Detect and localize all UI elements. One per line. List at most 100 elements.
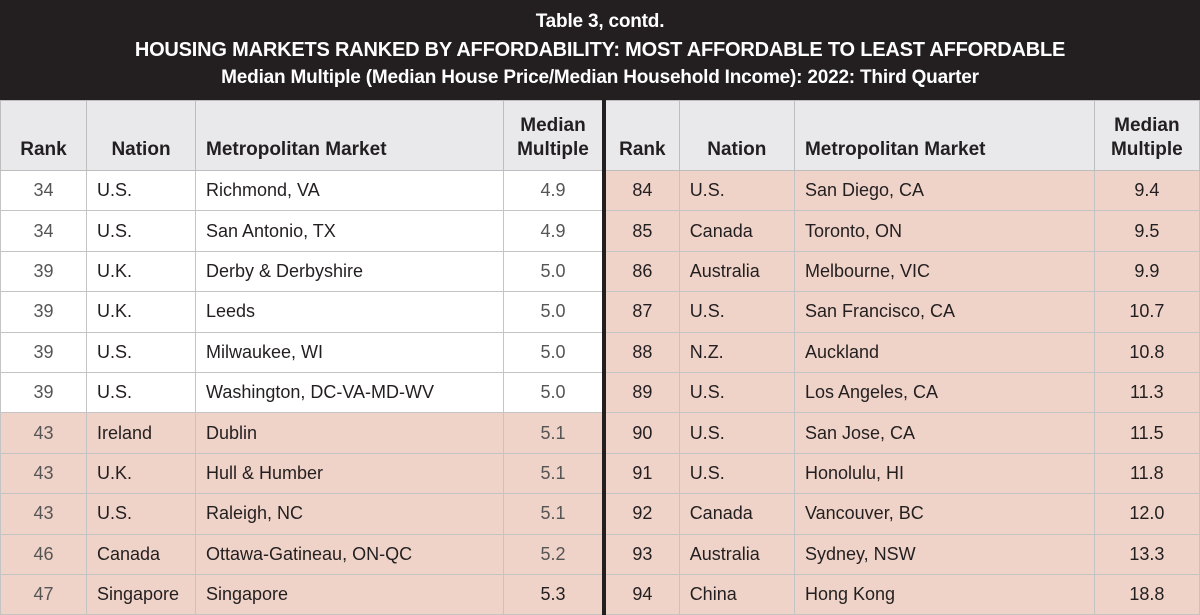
header-multiple-line2: Multiple: [1110, 139, 1183, 160]
multiple-cell: 9.4: [1093, 169, 1200, 212]
rank-cell: 39: [0, 371, 87, 414]
table-number: Table 3, contd.: [535, 11, 665, 32]
rank-cell: 34: [0, 169, 87, 212]
multiple-cell: 11.5: [1093, 412, 1200, 454]
market-cell: Sydney, NSW: [793, 533, 1095, 575]
nation-cell: U.S.: [678, 452, 795, 495]
table-row: 43 U.K. Hull & Humber 5.1: [0, 452, 603, 495]
table-row: 91 U.S. Honolulu, HI 11.8: [603, 452, 1200, 495]
nation-cell: Canada: [678, 210, 795, 252]
multiple-cell: 9.5: [1093, 210, 1200, 252]
left-table: Rank Nation Metropolitan Market Median Mu…: [0, 100, 603, 615]
nation-cell: U.S.: [86, 493, 196, 535]
market-cell: Leeds: [195, 291, 504, 333]
table-heading: HOUSING MARKETS RANKED BY AFFORDABILITY:…: [134, 39, 1066, 61]
multiple-cell: 5.2: [503, 533, 603, 575]
table-row: 84 U.S. San Diego, CA 9.4: [603, 169, 1200, 212]
multiple-cell: 5.0: [503, 250, 603, 293]
nation-cell: U.S.: [86, 210, 196, 252]
nation-cell: U.S.: [678, 169, 795, 212]
table-row: 90 U.S. San Jose, CA 11.5: [603, 412, 1200, 454]
rank-cell: 93: [603, 533, 680, 575]
rank-cell: 92: [603, 493, 680, 535]
header-market: Metropolitan Market: [793, 100, 1095, 171]
nation-cell: Australia: [678, 533, 795, 575]
multiple-cell: 11.3: [1093, 371, 1200, 414]
table-row: 34 U.S. Richmond, VA 4.9: [0, 169, 603, 212]
header-multiple-line2: Multiple: [517, 139, 589, 160]
market-cell: Honolulu, HI: [793, 452, 1095, 495]
nation-cell: U.K.: [86, 250, 196, 293]
nation-cell: U.S.: [86, 169, 196, 212]
nation-cell: Canada: [86, 533, 196, 575]
multiple-cell: 9.9: [1093, 250, 1200, 293]
right-table: Rank Nation Metropolitan Market Median Mu…: [602, 100, 1200, 615]
rank-cell: 91: [603, 452, 680, 495]
table-row: 39 U.S. Milwaukee, WI 5.0: [0, 331, 603, 373]
header-multiple: Median Multiple: [503, 100, 603, 171]
nation-cell: N.Z.: [678, 331, 795, 373]
market-cell: Washington, DC-VA-MD-WV: [195, 371, 504, 414]
rank-cell: 85: [603, 210, 680, 252]
market-cell: Hull & Humber: [195, 452, 504, 495]
table-row: 85 Canada Toronto, ON 9.5: [603, 210, 1200, 252]
market-cell: Raleigh, NC: [195, 493, 504, 535]
multiple-cell: 5.1: [503, 412, 603, 454]
header-multiple-line1: Median: [520, 115, 586, 136]
header-nation: Nation: [86, 100, 196, 171]
multiple-cell: 12.0: [1093, 493, 1200, 535]
nation-cell: Ireland: [86, 412, 196, 454]
multiple-cell: 18.8: [1093, 573, 1200, 615]
nation-cell: U.S.: [86, 331, 196, 373]
rank-cell: 43: [0, 493, 87, 535]
nation-cell: U.K.: [86, 291, 196, 333]
nation-cell: U.S.: [86, 371, 196, 414]
table-row: 43 U.S. Raleigh, NC 5.1: [0, 493, 603, 535]
rank-cell: 34: [0, 210, 87, 252]
nation-cell: U.S.: [678, 291, 795, 333]
rank-cell: 84: [603, 169, 680, 212]
table-subheading: Median Multiple (Median House Price/Medi…: [221, 67, 979, 88]
rank-cell: 89: [603, 371, 680, 414]
header-multiple-line1: Median: [1114, 115, 1180, 136]
multiple-cell: 5.0: [503, 331, 603, 373]
nation-cell: Canada: [678, 493, 795, 535]
nation-cell: China: [678, 573, 795, 615]
table-row: 46 Canada Ottawa-Gatineau, ON-QC 5.2: [0, 533, 603, 575]
header-market: Metropolitan Market: [195, 100, 504, 171]
market-cell: Singapore: [195, 573, 504, 615]
table-row: 93 Australia Sydney, NSW 13.3: [603, 533, 1200, 575]
table-row: 88 N.Z. Auckland 10.8: [603, 331, 1200, 373]
market-cell: Toronto, ON: [793, 210, 1095, 252]
rank-cell: 39: [0, 331, 87, 373]
multiple-cell: 11.8: [1093, 452, 1200, 495]
market-cell: Derby & Derbyshire: [195, 250, 504, 293]
multiple-cell: 10.7: [1093, 291, 1200, 333]
market-cell: Dublin: [195, 412, 504, 454]
rank-cell: 39: [0, 250, 87, 293]
table-row: 39 U.S. Washington, DC-VA-MD-WV 5.0: [0, 371, 603, 414]
rank-cell: 87: [603, 291, 680, 333]
market-cell: San Diego, CA: [793, 169, 1095, 212]
rank-cell: 43: [0, 412, 87, 454]
market-cell: Los Angeles, CA: [793, 371, 1095, 414]
header-multiple: Median Multiple: [1093, 100, 1200, 171]
market-cell: Melbourne, VIC: [793, 250, 1095, 293]
nation-cell: U.S.: [678, 371, 795, 414]
rank-cell: 90: [603, 412, 680, 454]
market-cell: San Francisco, CA: [793, 291, 1095, 333]
rank-cell: 46: [0, 533, 87, 575]
header-rank: Rank: [603, 100, 680, 171]
table-row: 39 U.K. Leeds 5.0: [0, 291, 603, 333]
multiple-cell: 13.3: [1093, 533, 1200, 575]
market-cell: Milwaukee, WI: [195, 331, 504, 373]
table-row: 92 Canada Vancouver, BC 12.0: [603, 493, 1200, 535]
rank-cell: 43: [0, 452, 87, 495]
table-title: Table 3, contd. HOUSING MARKETS RANKED B…: [0, 0, 1200, 100]
rank-cell: 94: [603, 573, 680, 615]
nation-cell: Australia: [678, 250, 795, 293]
table-row: 89 U.S. Los Angeles, CA 11.3: [603, 371, 1200, 414]
market-cell: San Jose, CA: [793, 412, 1095, 454]
nation-cell: U.K.: [86, 452, 196, 495]
multiple-cell: 5.0: [503, 371, 603, 414]
